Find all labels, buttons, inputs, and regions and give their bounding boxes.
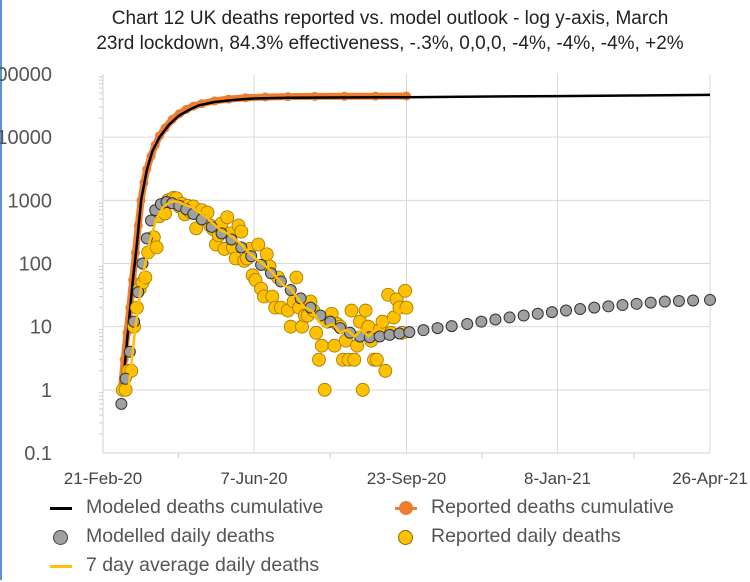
legend-label: 7 day average daily deaths: [86, 554, 320, 576]
reported-daily-point: [220, 210, 235, 225]
legend-reported-cumulative: Reported deaths cumulative: [395, 496, 674, 519]
legend-modeled-cumulative: Modeled deaths cumulative: [50, 496, 323, 519]
reported-daily-point: [251, 237, 266, 252]
legend-label: Reported deaths cumulative: [431, 496, 674, 518]
reported-daily-point: [358, 303, 373, 318]
modelled-daily-point: [517, 309, 530, 322]
modelled-daily-point: [489, 313, 502, 326]
modelled-daily-point: [531, 307, 544, 320]
legend-label: Modeled deaths cumulative: [86, 496, 324, 518]
legend-label: Modelled daily deaths: [86, 525, 275, 547]
legend-orange-marker-icon: [395, 500, 417, 515]
series-modeled-cumulative-line: [122, 93, 711, 371]
modelled-daily-point: [602, 300, 615, 313]
x-tick-label: 21-Feb-20: [64, 469, 142, 488]
reported-daily-point: [149, 240, 164, 255]
modelled-daily-point: [461, 318, 474, 331]
reported-daily-point: [317, 382, 332, 397]
y-tick-label: 100000: [0, 64, 52, 86]
modelled-daily-point: [644, 296, 657, 309]
modelled-daily-point: [445, 320, 458, 333]
modelled-daily-point: [403, 326, 416, 339]
y-tick-label: 10: [30, 317, 52, 339]
chart-title-line-2: 23rd lockdown, 84.3% effectiveness, -.3%…: [96, 33, 684, 54]
modelled-daily-point: [560, 304, 573, 317]
y-tick-label: 10000: [0, 127, 52, 149]
x-tick-label: 23-Sep-20: [367, 469, 446, 488]
modelled-daily-point: [235, 241, 248, 254]
reported-daily-point: [189, 221, 204, 236]
reported-daily-point: [234, 224, 249, 239]
reported-daily-point: [369, 352, 384, 367]
modelled-daily-point: [616, 299, 629, 312]
legend-grey-circle-icon: [50, 529, 72, 545]
modelled-daily-point: [704, 293, 716, 306]
legend-line-yellow-icon: [50, 559, 72, 573]
modelled-daily-point: [373, 330, 386, 343]
reported-daily-point: [289, 270, 304, 285]
chart-title: Chart 12 UK deaths reported vs. model ou…: [60, 6, 720, 56]
modelled-daily-point: [115, 397, 128, 410]
y-tick-label: 1000: [8, 190, 53, 212]
reported-daily-point: [312, 352, 326, 367]
reported-daily-point: [327, 338, 342, 353]
reported-daily-point: [259, 247, 274, 262]
reported-daily-point: [399, 300, 414, 315]
modelled-daily-point: [503, 311, 516, 324]
modelled-daily-point: [588, 301, 601, 314]
modelled-daily-point: [672, 294, 685, 307]
modelled-daily-point: [475, 315, 488, 328]
reported-daily-point: [378, 363, 393, 378]
modelled-daily-point: [431, 322, 444, 335]
reported-cumulative-point: [167, 115, 177, 125]
y-tick-label: 0.1: [24, 443, 52, 465]
reported-daily-point: [355, 382, 370, 397]
series-7day-average-line: [127, 200, 405, 390]
modelled-daily-point: [630, 297, 643, 310]
modelled-daily-point: [393, 327, 406, 340]
modelled-daily-point: [687, 294, 700, 307]
legend-label: Reported daily deaths: [431, 525, 621, 547]
reported-daily-point: [347, 352, 362, 367]
x-tick-label: 26-Apr-21: [672, 469, 748, 488]
y-tick-label: 100: [19, 254, 52, 276]
legend-modelled-daily: Modelled daily deaths: [50, 525, 275, 548]
legend-7day-average: 7 day average daily deaths: [50, 554, 319, 577]
modelled-daily-point: [545, 306, 558, 319]
x-tick-label: 8-Jan-21: [524, 469, 591, 488]
chart-title-line-1: Chart 12 UK deaths reported vs. model ou…: [111, 8, 669, 29]
modelled-daily-point: [417, 324, 430, 337]
modelled-daily-point: [255, 258, 268, 271]
modelled-daily-point: [383, 328, 396, 341]
reported-daily-point: [309, 325, 324, 340]
modelled-daily-point: [574, 303, 587, 316]
modelled-daily-point: [658, 295, 671, 308]
legend-reported-daily: Reported daily deaths: [395, 525, 621, 548]
y-tick-label: 1: [41, 380, 52, 402]
x-tick-label: 7-Jun-20: [220, 469, 287, 488]
legend-line-black-icon: [50, 501, 72, 515]
reported-daily-point: [398, 283, 412, 298]
reported-daily-point: [314, 338, 329, 353]
legend-yellow-circle-icon: [395, 529, 417, 545]
reported-daily-point: [344, 303, 359, 318]
